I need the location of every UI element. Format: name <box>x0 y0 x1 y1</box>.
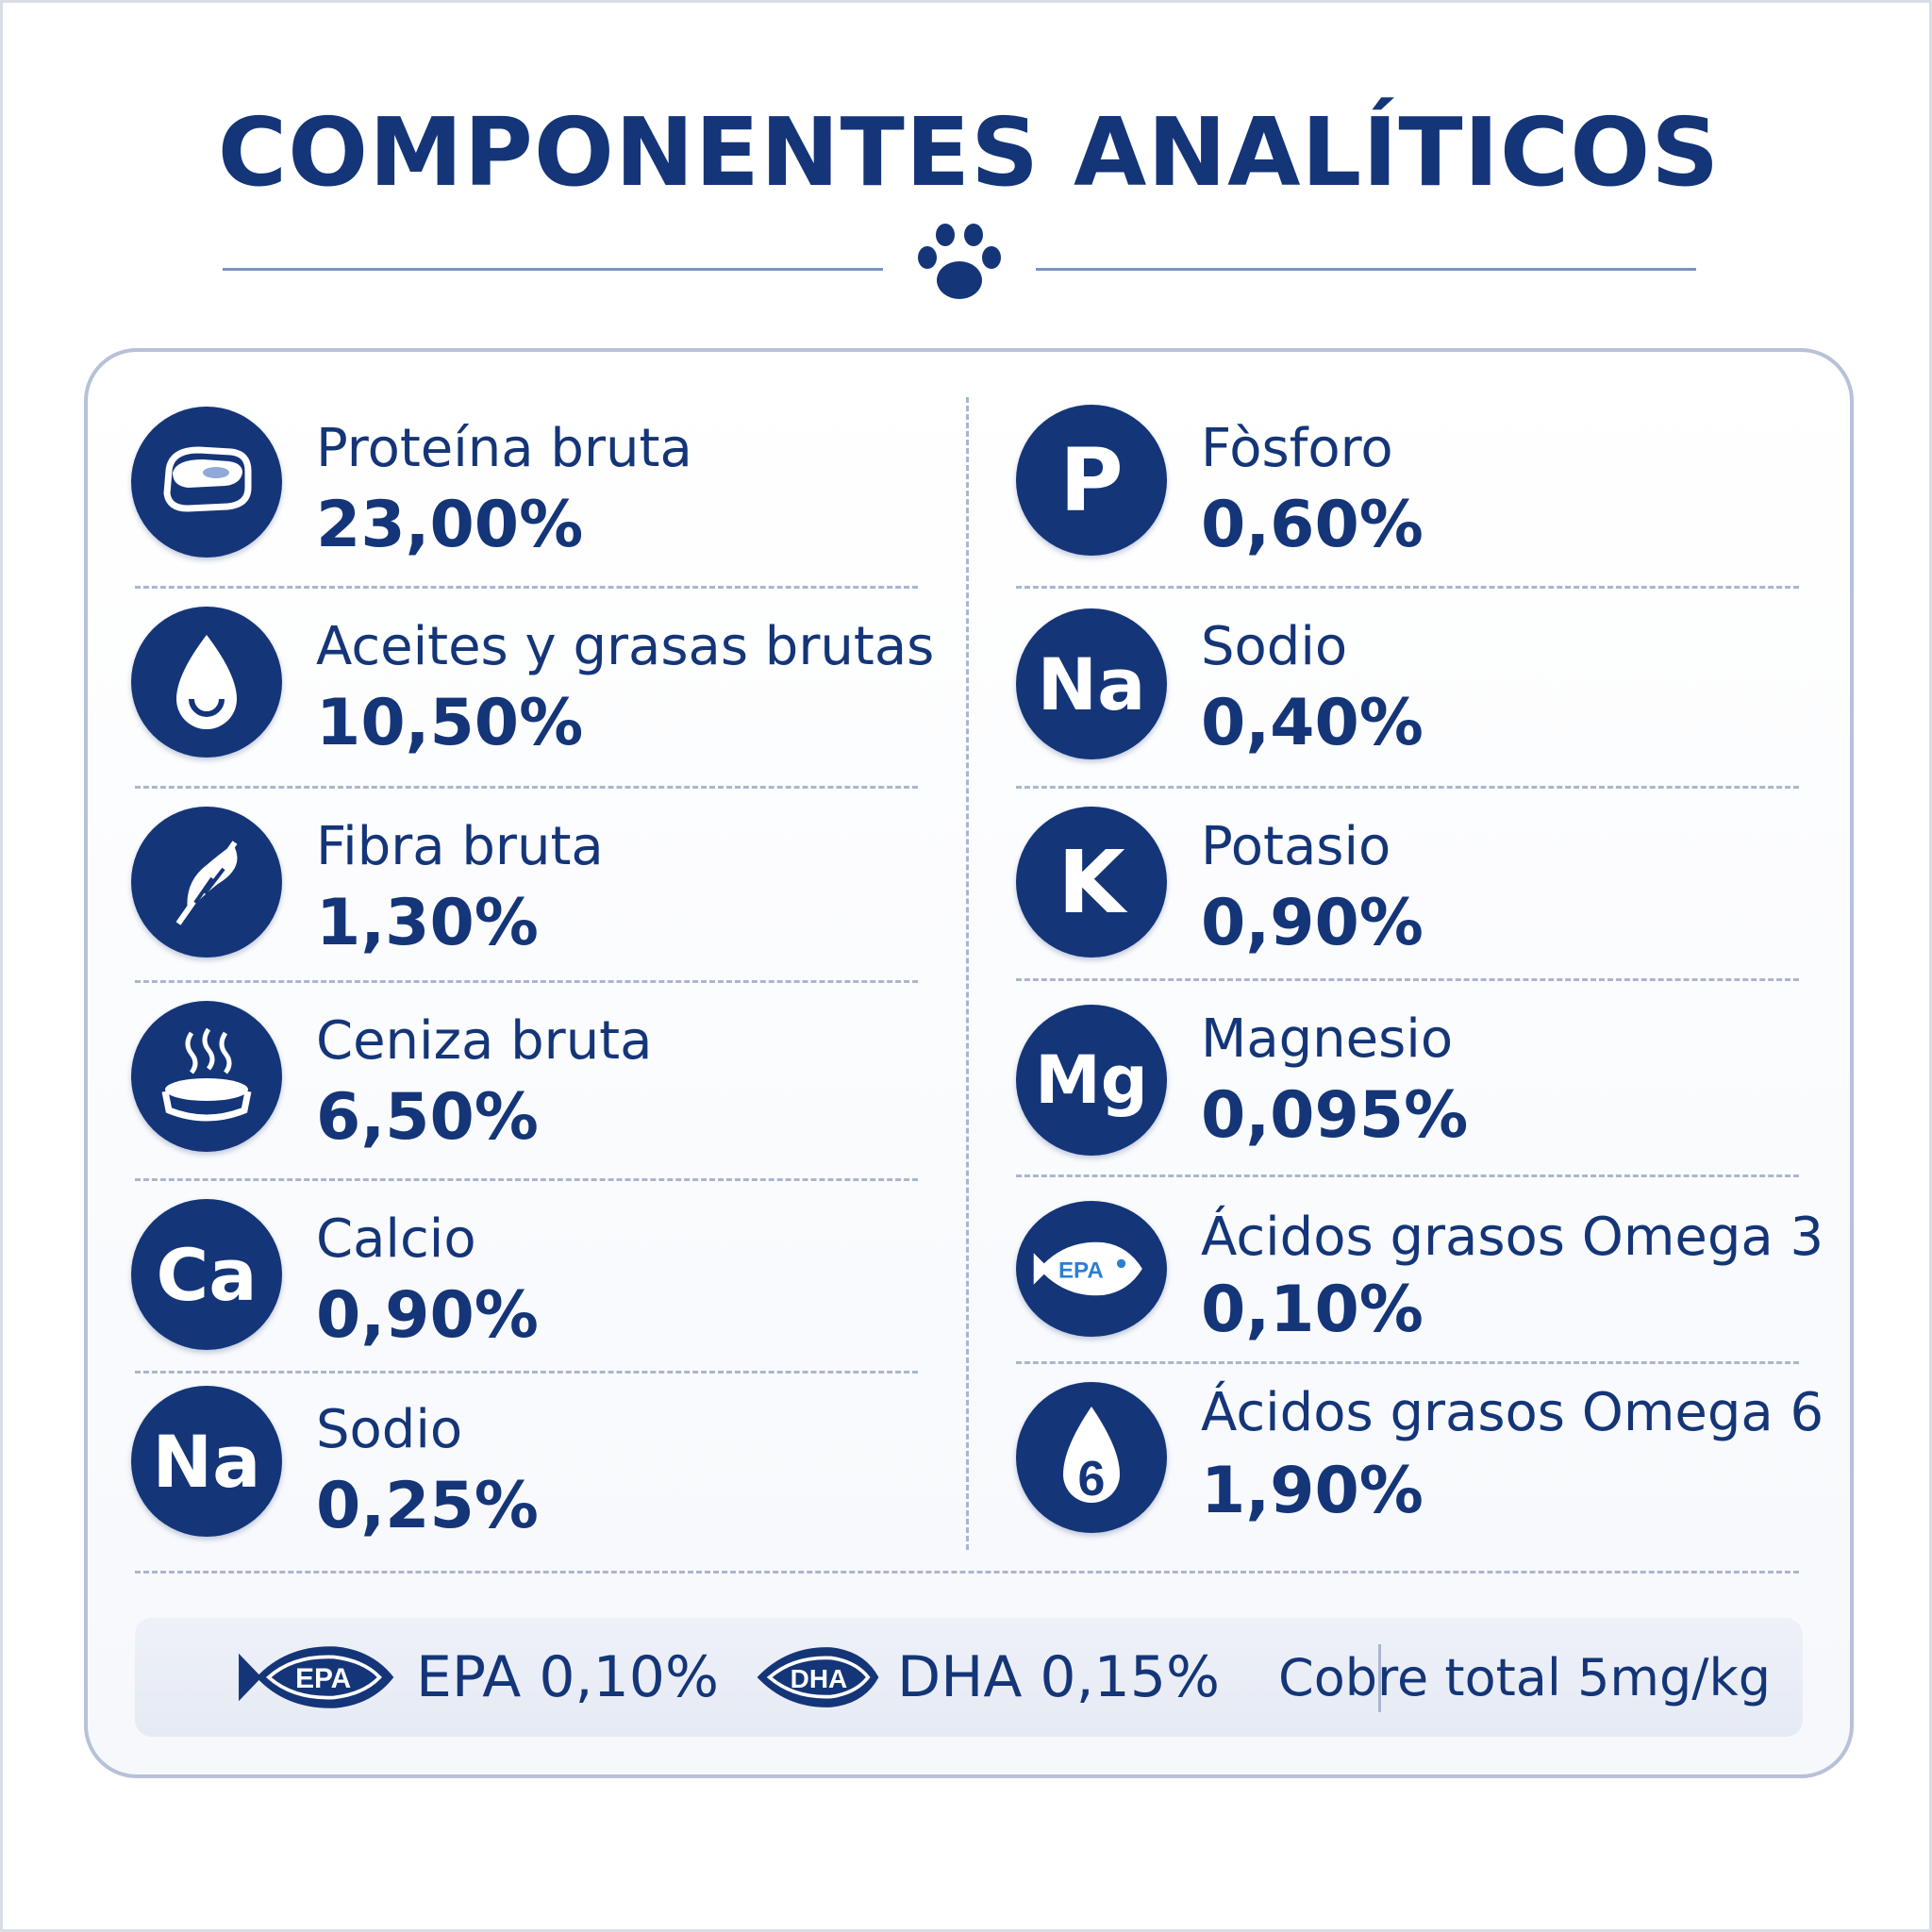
steaming-bowl-icon <box>131 1001 282 1152</box>
oil-drop-icon <box>131 607 282 758</box>
component-label: Sodio <box>1201 616 1348 677</box>
component-label: Calcio <box>316 1208 476 1270</box>
component-label: Aceites y grasas brutas <box>316 616 935 677</box>
component-row-oils: Aceites y grasas brutas 10,50% <box>131 607 934 805</box>
component-row-phosphorus: P Fòsforo 0,60% <box>1016 405 1808 603</box>
component-label: Potasio <box>1201 816 1391 877</box>
fish-dha-text: DHA <box>791 1664 848 1693</box>
component-row-magnesium: Mg Magnesio 0,095% <box>1016 1005 1808 1203</box>
component-value: 6,50% <box>316 1080 539 1155</box>
component-row-ash: Ceniza bruta 6,50% <box>131 1001 914 1199</box>
fish-epa-text: EPA <box>1058 1257 1104 1283</box>
title-rule-right <box>1036 268 1696 271</box>
component-label: Sodio <box>316 1399 463 1460</box>
row-separator <box>1016 1361 1799 1364</box>
row-separator <box>1016 978 1799 981</box>
row-separator <box>135 1371 918 1374</box>
component-label: Ácidos grasos Omega 3 <box>1201 1207 1824 1268</box>
potassium-icon: K <box>1016 807 1167 958</box>
row-separator <box>1016 1174 1799 1177</box>
phosphorus-icon: P <box>1016 405 1167 556</box>
component-value: 1,30% <box>316 886 539 960</box>
row-separator <box>135 786 918 789</box>
omega6-drop-icon: 6 <box>1016 1382 1167 1533</box>
sodium-icon: Na <box>1016 608 1167 759</box>
title-rule-left <box>223 268 883 271</box>
component-value: 23,00% <box>316 488 584 562</box>
component-value: 0,40% <box>1201 686 1424 760</box>
row-separator <box>1016 786 1799 789</box>
component-row-sodium-left: Na Sodio 0,25% <box>131 1386 914 1584</box>
meat-icon <box>131 407 282 558</box>
dha-text: DHA 0,15% <box>897 1644 1221 1710</box>
component-label: Magnesio <box>1201 1008 1454 1070</box>
component-row-omega6: 6 Ácidos grasos Omega 6 1,90% <box>1016 1382 1824 1580</box>
bottom-bar-divider <box>1378 1644 1381 1712</box>
component-value: 0,90% <box>316 1278 539 1353</box>
component-value: 1,90% <box>1201 1454 1424 1528</box>
wheat-icon <box>131 807 282 958</box>
copper-item: Cobre total 5mg/kg <box>1278 1618 1771 1737</box>
component-row-calcium: Ca Calcio 0,90% <box>131 1199 914 1397</box>
component-value: 0,90% <box>1201 886 1424 960</box>
fish-dha-icon: DHA <box>757 1647 879 1707</box>
row-separator <box>135 586 918 589</box>
component-label: Ceniza bruta <box>316 1010 653 1072</box>
fish-epa-icon: EPA <box>239 1646 394 1708</box>
component-value: 10,50% <box>316 686 584 760</box>
component-value: 0,10% <box>1201 1273 1424 1347</box>
component-row-protein: Proteína bruta 23,00% <box>131 407 914 605</box>
magnesium-icon: Mg <box>1016 1005 1167 1156</box>
component-label: Fòsforo <box>1201 418 1393 479</box>
component-row-fiber: Fibra bruta 1,30% <box>131 807 914 1005</box>
copper-text: Cobre total 5mg/kg <box>1278 1647 1772 1707</box>
component-row-potassium: K Potasio 0,90% <box>1016 807 1808 1005</box>
paw-icon <box>918 224 1001 299</box>
row-separator-bottom <box>135 1571 1799 1574</box>
omega6-digit: 6 <box>1078 1452 1106 1507</box>
dha-item: DHA DHA 0,15% <box>752 1618 1220 1737</box>
page-title: COMPONENTES ANALÍTICOS <box>217 97 1721 208</box>
fish-epa-text: EPA <box>295 1663 351 1694</box>
calcium-icon: Ca <box>131 1199 282 1350</box>
component-label: Ácidos grasos Omega 6 <box>1201 1382 1824 1443</box>
sodium-icon: Na <box>131 1386 282 1537</box>
component-value: 0,25% <box>316 1469 539 1543</box>
row-separator <box>135 1178 918 1181</box>
component-value: 0,095% <box>1201 1078 1469 1153</box>
component-row-omega3: EPA Ácidos grasos Omega 3 0,10% <box>1016 1201 1824 1399</box>
epa-text: EPA 0,10% <box>416 1644 719 1710</box>
fatty-acids-bar: EPA EPA 0,10% DHA DHA 0,15% Cobre total … <box>135 1618 1803 1737</box>
row-separator <box>1016 586 1799 589</box>
component-row-sodium-right: Na Sodio 0,40% <box>1016 608 1808 807</box>
epa-item: EPA EPA 0,10% <box>235 1618 719 1737</box>
component-value: 0,60% <box>1201 488 1424 562</box>
column-divider <box>966 397 969 1550</box>
fish-epa-icon: EPA <box>1016 1201 1167 1337</box>
row-separator <box>135 980 918 983</box>
component-label: Proteína bruta <box>316 418 692 479</box>
component-label: Fibra bruta <box>316 816 604 877</box>
